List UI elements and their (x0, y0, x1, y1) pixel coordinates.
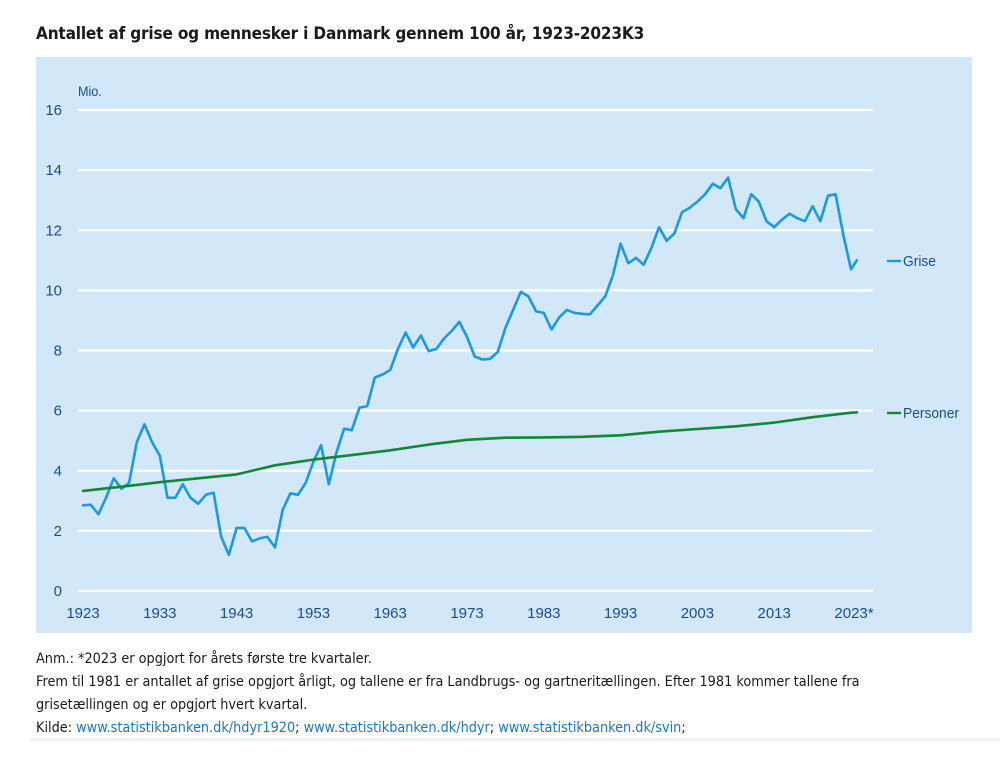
x-tick-label: 1983 (527, 605, 560, 622)
source-link-3[interactable]: www.statistikbanken.dk/svin (498, 720, 682, 736)
note-line-2: Frem til 1981 er antallet af grise opgjo… (36, 674, 860, 690)
x-tick-label: 2013 (758, 605, 791, 622)
x-axis-tick-labels: 1923 1933 1943 1953 1963 1973 1983 1993 2003 2013… (66, 605, 873, 622)
x-tick-label: 1943 (220, 605, 253, 622)
legend: Grise Personer (887, 254, 959, 423)
x-tick-label: 1963 (374, 605, 407, 622)
y-tick-label: 8 (54, 343, 62, 360)
y-tick-label: 0 (54, 583, 62, 600)
source-sep-2: ; (489, 720, 499, 736)
x-tick-label: 1953 (297, 605, 330, 622)
source-link-2[interactable]: www.statistikbanken.dk/hdyr (303, 720, 490, 736)
gridlines (78, 108, 873, 593)
x-tick-label: 1973 (450, 605, 483, 622)
source-label: Kilde: (36, 720, 77, 736)
note-line-3: grisetællingen og er opgjort hvert kvart… (36, 697, 308, 713)
chart-title: Antallet af grise og mennesker i Danmark… (36, 24, 645, 43)
y-axis-label: Mio. (78, 83, 102, 99)
legend-label-grise: Grise (903, 254, 936, 271)
y-tick-label: 2 (54, 523, 62, 540)
y-tick-label: 12 (45, 222, 62, 239)
chart-panel (36, 57, 972, 633)
x-tick-label: 1993 (604, 605, 637, 622)
source-link-1[interactable]: www.statistikbanken.dk/hdyr1920 (76, 720, 296, 736)
series-lines (81, 176, 859, 557)
series-line-grise (81, 176, 859, 557)
source-sep-1: ; (295, 720, 304, 736)
x-tick-label: 1933 (143, 605, 176, 622)
y-tick-label: 4 (54, 463, 62, 480)
source-sep-3: ; (681, 720, 686, 736)
y-tick-label: 14 (45, 162, 62, 179)
x-tick-label: 2023* (834, 605, 873, 622)
y-tick-label: 10 (45, 282, 62, 299)
source-line: Kilde: www.statistikbanken.dk/hdyr1920; … (36, 717, 919, 740)
y-axis-tick-labels: 0 2 4 6 8 10 12 14 16 (45, 102, 62, 600)
y-tick-label: 16 (45, 102, 62, 119)
chart-notes: Anm.: *2023 er opgjort for årets første … (36, 648, 919, 740)
legend-label-personer: Personer (903, 406, 959, 423)
y-tick-label: 6 (54, 403, 62, 420)
series-line-personer (81, 411, 859, 493)
x-tick-label: 1923 (66, 605, 99, 622)
bottom-divider (0, 738, 1007, 762)
note-line-1: Anm.: *2023 er opgjort for årets første … (36, 651, 372, 667)
x-tick-label: 2003 (681, 605, 714, 622)
